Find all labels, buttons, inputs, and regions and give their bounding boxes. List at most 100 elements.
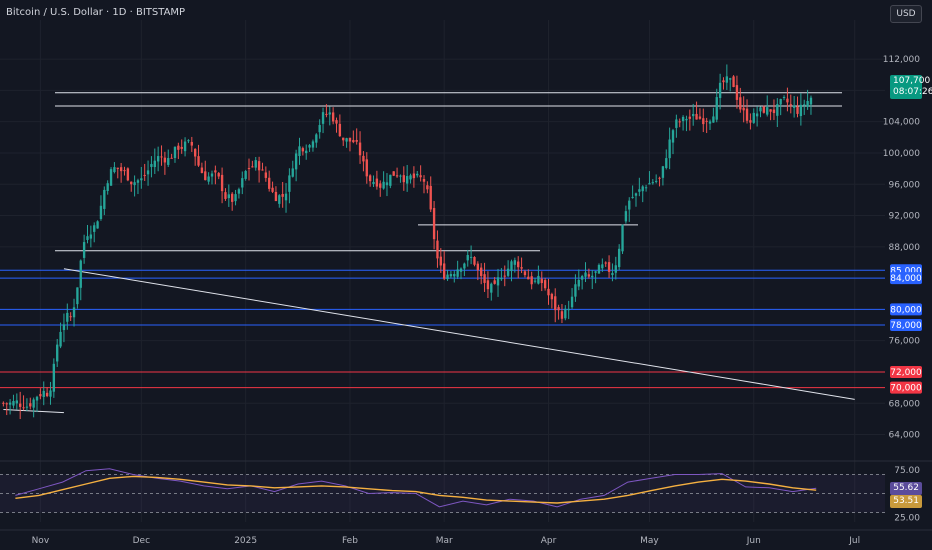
candle-body bbox=[409, 175, 412, 180]
candle-body bbox=[150, 164, 153, 167]
candle-body bbox=[762, 106, 766, 113]
candle-body bbox=[254, 160, 257, 168]
candle-body bbox=[776, 104, 779, 116]
candle-body bbox=[530, 276, 533, 285]
candle-body bbox=[89, 234, 93, 239]
candle-body bbox=[140, 178, 143, 181]
y-tick-label: 96,000 bbox=[889, 180, 921, 190]
level-label-bg bbox=[890, 272, 922, 285]
trendline bbox=[63, 268, 855, 400]
candle-body bbox=[698, 116, 702, 119]
candle-body bbox=[621, 224, 624, 252]
y-tick-label: 92,000 bbox=[889, 212, 921, 222]
candle-body bbox=[725, 76, 729, 83]
rsi-tick-label: 25.00 bbox=[894, 513, 920, 523]
candle-body bbox=[607, 262, 611, 272]
candle-body bbox=[42, 390, 45, 397]
candle-body bbox=[523, 271, 527, 276]
candle-body bbox=[732, 76, 735, 88]
candle-body bbox=[466, 255, 469, 261]
candle-body bbox=[231, 193, 234, 202]
x-tick-label: Dec bbox=[133, 536, 150, 546]
candle-body bbox=[372, 181, 375, 185]
candle-body bbox=[193, 148, 197, 157]
candle-body bbox=[402, 175, 405, 183]
currency-button[interactable]: USD bbox=[890, 5, 922, 23]
candle-body bbox=[806, 101, 809, 107]
candle-body bbox=[735, 85, 739, 100]
candle-body bbox=[244, 170, 247, 179]
candle-body bbox=[712, 116, 715, 123]
candle-body bbox=[325, 113, 328, 115]
candle-body bbox=[274, 191, 278, 202]
rsi-series-line bbox=[15, 475, 817, 504]
candle-body bbox=[671, 130, 675, 143]
candle-body bbox=[661, 166, 665, 178]
level-label: 85,000 bbox=[890, 266, 922, 276]
y-tick-label: 64,000 bbox=[889, 431, 921, 441]
candle-body bbox=[234, 194, 237, 202]
candle-body bbox=[8, 402, 12, 405]
candle-body bbox=[257, 161, 261, 171]
candle-body bbox=[496, 277, 500, 286]
x-tick-label: Jul bbox=[848, 536, 860, 546]
candle-body bbox=[227, 194, 230, 199]
candle-body bbox=[113, 167, 116, 173]
candle-body bbox=[116, 167, 119, 169]
candle-body bbox=[352, 140, 355, 143]
candle-body bbox=[483, 274, 486, 283]
candle-body bbox=[476, 263, 480, 271]
candle-body bbox=[745, 108, 749, 121]
candle-body bbox=[809, 97, 813, 105]
candle-body bbox=[729, 78, 732, 80]
candle-body bbox=[628, 200, 631, 210]
level-label-bg bbox=[890, 381, 922, 394]
candle-body bbox=[143, 175, 146, 177]
candle-body bbox=[638, 189, 641, 192]
candle-body bbox=[715, 97, 718, 120]
x-tick-label: May bbox=[640, 536, 659, 546]
rsi-value-tag: 55.62 bbox=[890, 482, 922, 495]
level-label-bg bbox=[890, 303, 922, 316]
candle-body bbox=[490, 283, 493, 293]
x-tick-label: Feb bbox=[342, 536, 358, 546]
candle-body bbox=[564, 308, 567, 319]
x-tick-label: Jun bbox=[746, 536, 761, 546]
candle-body bbox=[183, 141, 187, 152]
candle-body bbox=[739, 97, 742, 110]
candle-body bbox=[416, 173, 419, 176]
candle-body bbox=[644, 187, 648, 189]
candle-body bbox=[123, 170, 126, 172]
candle-body bbox=[315, 134, 318, 143]
y-tick-label: 112,000 bbox=[883, 55, 920, 65]
last-price-value: 107,700 bbox=[893, 76, 931, 86]
candle-body bbox=[702, 118, 705, 125]
candle-body bbox=[792, 105, 796, 108]
candle-body bbox=[72, 307, 76, 318]
candle-body bbox=[675, 119, 678, 128]
candle-body bbox=[540, 278, 543, 284]
candle-body bbox=[580, 276, 584, 280]
candle-body bbox=[436, 240, 439, 259]
candle-body bbox=[342, 137, 345, 141]
level-label: 80,000 bbox=[890, 305, 922, 315]
candle-body bbox=[614, 265, 617, 273]
candle-body bbox=[432, 208, 436, 240]
candle-body bbox=[584, 272, 587, 277]
candle-body bbox=[338, 123, 342, 137]
candle-body bbox=[207, 176, 210, 182]
candle-body bbox=[503, 275, 506, 277]
y-tick-label: 76,000 bbox=[889, 337, 921, 347]
candle-body bbox=[412, 173, 416, 179]
candle-body bbox=[281, 194, 284, 197]
symbol-title: Bitcoin / U.S. Dollar · 1D · BITSTAMP bbox=[6, 7, 186, 18]
candle-body bbox=[453, 274, 456, 277]
candle-body bbox=[22, 407, 25, 409]
candle-body bbox=[241, 178, 244, 188]
candle-body bbox=[473, 257, 476, 265]
candle-body bbox=[308, 145, 311, 148]
candle-body bbox=[395, 175, 399, 177]
candle-body bbox=[66, 312, 69, 322]
